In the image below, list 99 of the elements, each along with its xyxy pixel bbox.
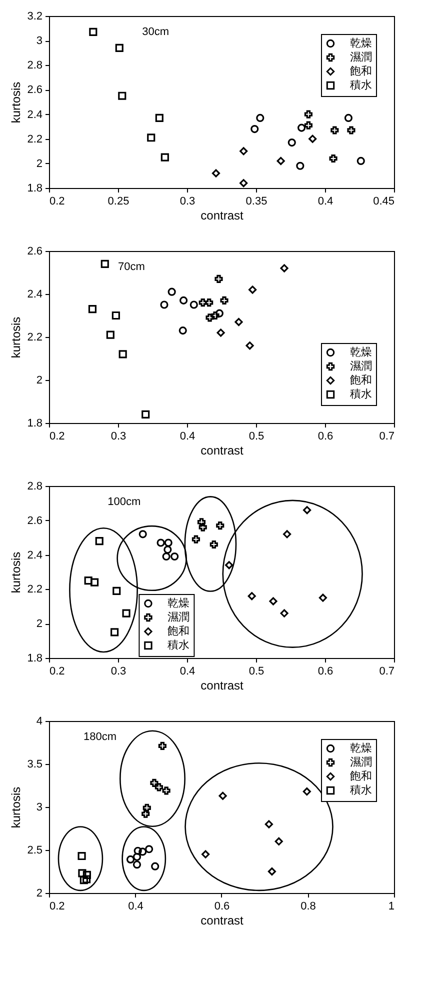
y-tick-label: 2.2 (27, 584, 42, 596)
x-tick-label: 0.7 (379, 666, 394, 678)
point (126, 855, 135, 864)
point (145, 845, 154, 854)
point (158, 742, 166, 750)
point (264, 820, 273, 828)
y-tick-label: 2 (36, 374, 42, 386)
y-tick-label: 2.2 (27, 133, 42, 146)
y-axis-title: kurtosis (9, 786, 24, 828)
legend-label: 飽和 (350, 64, 372, 78)
x-tick-label: 0.8 (300, 900, 316, 912)
y-tick-label: 2.4 (27, 288, 42, 300)
y-tick-label: 1.8 (27, 418, 42, 430)
x-tick-label: 0.4 (180, 666, 196, 678)
point (218, 792, 227, 800)
x-tick-label: 0.4 (180, 430, 196, 442)
point (82, 870, 91, 879)
y-tick-label: 3.2 (27, 10, 42, 22)
point (162, 786, 170, 795)
y-tick-label: 2.2 (27, 332, 42, 344)
point (150, 778, 158, 787)
x-axis-title: contrast (200, 914, 244, 928)
legend-label: 濕潤 (350, 52, 372, 64)
y-tick-label: 2.6 (27, 84, 42, 96)
legend-label: 積水 (350, 388, 372, 400)
y-tick-label: 1.8 (27, 652, 42, 664)
legend-label: 乾燥 (350, 38, 372, 50)
y-axis-title: kurtosis (9, 82, 24, 124)
y-tick-label: 2.4 (27, 108, 42, 121)
annotation: 100cm (108, 496, 141, 508)
x-axis-title: contrast (200, 444, 244, 458)
x-tick-label: 0.6 (214, 900, 230, 912)
x-tick-label: 0.5 (248, 666, 264, 678)
x-axis-title: contrast (200, 678, 244, 692)
y-tick-label: 2.5 (27, 844, 42, 856)
point (142, 804, 151, 812)
legend-label: 乾燥 (350, 346, 372, 358)
legend-label: 積水 (350, 78, 372, 92)
x-tick-label: 1 (388, 900, 394, 912)
annotation: 70cm (118, 261, 145, 273)
y-axis-title: kurtosis (9, 552, 24, 594)
x-tick-label: 0.45 (373, 196, 394, 208)
point (132, 860, 142, 869)
y-tick-label: 1.8 (27, 182, 42, 194)
x-tick-label: 0.4 (318, 196, 334, 208)
y-tick-label: 3 (36, 802, 42, 814)
legend-label: 濕潤 (168, 612, 190, 624)
y-tick-label: 4 (36, 716, 42, 728)
point (268, 867, 276, 876)
legend-label: 乾燥 (168, 598, 190, 610)
x-tick-label: 0.7 (379, 430, 394, 442)
x-tick-label: 0.6 (318, 666, 334, 678)
point (274, 837, 283, 846)
legend-label: 飽和 (350, 770, 372, 782)
point (142, 810, 150, 818)
x-tick-label: 0.3 (110, 430, 126, 442)
y-tick-label: 2 (36, 158, 42, 170)
x-tick-label: 0.25 (108, 196, 130, 208)
y-axis-title: kurtosis (9, 316, 24, 358)
annotation: 180cm (84, 731, 117, 743)
x-axis-title: contrast (200, 208, 244, 222)
point (151, 862, 160, 870)
y-tick-label: 3 (36, 35, 42, 48)
point (132, 852, 142, 861)
point (134, 846, 142, 855)
y-tick-label: 2.8 (27, 480, 42, 492)
legend-label: 積水 (168, 638, 190, 652)
point (302, 787, 311, 796)
x-tick-label: 0.2 (50, 666, 65, 678)
legend-label: 乾燥 (350, 742, 372, 754)
y-tick-label: 2 (36, 888, 42, 900)
y-tick-label: 2 (36, 618, 42, 630)
x-tick-label: 0.2 (50, 430, 65, 442)
point (154, 783, 164, 792)
y-tick-label: 2.6 (27, 514, 42, 527)
y-tick-label: 2.8 (27, 60, 42, 72)
x-tick-label: 0.3 (180, 196, 196, 208)
point (202, 850, 210, 858)
x-tick-label: 0.6 (318, 430, 334, 442)
x-tick-label: 0.3 (110, 666, 126, 678)
point (78, 869, 86, 878)
y-tick-label: 2.4 (27, 549, 42, 562)
legend-label: 積水 (350, 784, 372, 796)
legend-label: 濕潤 (350, 360, 372, 372)
point (78, 852, 86, 860)
point (82, 875, 91, 884)
x-tick-label: 0.4 (128, 900, 144, 912)
x-tick-label: 0.5 (248, 430, 264, 442)
legend-label: 飽和 (350, 374, 372, 386)
x-tick-label: 0.2 (50, 900, 65, 912)
legend-label: 濕潤 (350, 756, 372, 768)
x-tick-label: 0.35 (246, 196, 268, 208)
y-tick-label: 3.5 (27, 758, 42, 770)
point (138, 848, 147, 856)
y-tick-label: 2.6 (27, 246, 42, 258)
legend-label: 飽和 (168, 624, 190, 638)
annotation: 30cm (142, 26, 170, 38)
point (80, 876, 88, 884)
x-tick-label: 0.2 (50, 196, 65, 208)
